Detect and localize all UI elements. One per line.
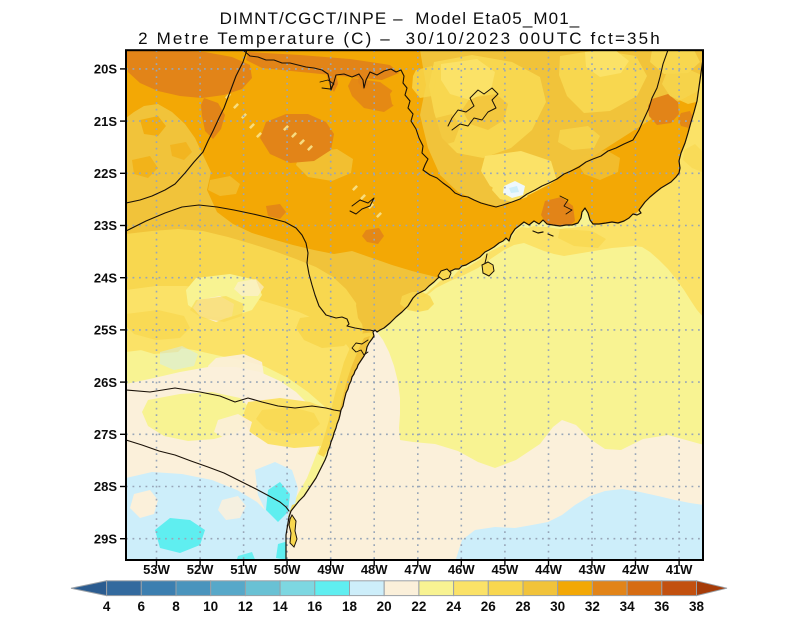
svg-text:21S: 21S	[94, 114, 117, 129]
svg-text:22: 22	[411, 599, 426, 614]
svg-text:47W: 47W	[404, 562, 431, 577]
svg-text:14: 14	[273, 599, 289, 614]
svg-text:44W: 44W	[535, 562, 562, 577]
svg-text:18: 18	[342, 599, 358, 614]
svg-text:49W: 49W	[317, 562, 344, 577]
svg-text:51W: 51W	[230, 562, 257, 577]
svg-text:26: 26	[481, 599, 497, 614]
svg-text:45W: 45W	[492, 562, 519, 577]
svg-text:36: 36	[654, 599, 670, 614]
svg-text:42W: 42W	[622, 562, 649, 577]
svg-text:27S: 27S	[94, 427, 117, 442]
svg-text:43W: 43W	[579, 562, 606, 577]
svg-text:28S: 28S	[94, 479, 117, 494]
svg-text:24S: 24S	[94, 270, 117, 285]
svg-text:16: 16	[307, 599, 323, 614]
svg-text:38: 38	[689, 599, 705, 614]
svg-text:12: 12	[238, 599, 253, 614]
svg-text:41W: 41W	[666, 562, 693, 577]
svg-text:53W: 53W	[143, 562, 170, 577]
svg-text:10: 10	[203, 599, 218, 614]
svg-text:20S: 20S	[94, 62, 117, 77]
svg-text:DIMNT/CGCT/INPE – Model Eta05: DIMNT/CGCT/INPE – Model Eta05_M01_	[220, 9, 581, 28]
svg-text:24: 24	[446, 599, 462, 614]
svg-text:6: 6	[138, 599, 146, 614]
svg-text:32: 32	[585, 599, 600, 614]
svg-text:20: 20	[377, 599, 392, 614]
svg-text:48W: 48W	[361, 562, 388, 577]
svg-text:23S: 23S	[94, 218, 117, 233]
svg-text:2 Metre Temperature (C) – 30/: 2 Metre Temperature (C) – 30/10/2023 00U…	[138, 29, 662, 48]
svg-text:46W: 46W	[448, 562, 475, 577]
svg-text:22S: 22S	[94, 166, 117, 181]
svg-text:50W: 50W	[274, 562, 301, 577]
svg-text:52W: 52W	[187, 562, 214, 577]
svg-text:26S: 26S	[94, 375, 117, 390]
svg-text:25S: 25S	[94, 323, 117, 338]
svg-text:29S: 29S	[94, 531, 117, 546]
svg-text:8: 8	[172, 599, 180, 614]
svg-text:28: 28	[515, 599, 531, 614]
svg-text:30: 30	[550, 599, 565, 614]
svg-text:4: 4	[103, 599, 111, 614]
svg-text:34: 34	[620, 599, 636, 614]
